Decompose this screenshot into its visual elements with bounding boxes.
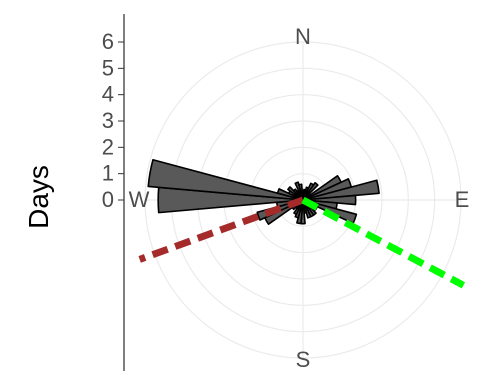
- dashed-lines: [138, 196, 466, 289]
- bar: [298, 183, 304, 201]
- y-tick-label: 2: [102, 134, 114, 159]
- compass-label: S: [296, 347, 311, 371]
- compass-label: N: [295, 24, 311, 49]
- y-tick-label: 0: [102, 187, 114, 212]
- bar: [302, 179, 380, 201]
- bars: [147, 158, 380, 225]
- y-tick-label: 4: [102, 82, 114, 107]
- bar: [302, 194, 357, 206]
- y-tick-label: 6: [102, 29, 114, 54]
- compass-label: W: [129, 187, 150, 212]
- y-tick-label: 5: [102, 55, 114, 80]
- dashed-line: [301, 196, 466, 289]
- compass-label: E: [455, 187, 470, 212]
- dashed-line: [138, 196, 305, 263]
- y-tick-label: 1: [102, 161, 114, 186]
- y-tick-label: 3: [102, 108, 114, 133]
- bar: [147, 158, 304, 201]
- y-axis-label: Days: [23, 165, 54, 229]
- compass-labels: N E S W: [129, 24, 470, 371]
